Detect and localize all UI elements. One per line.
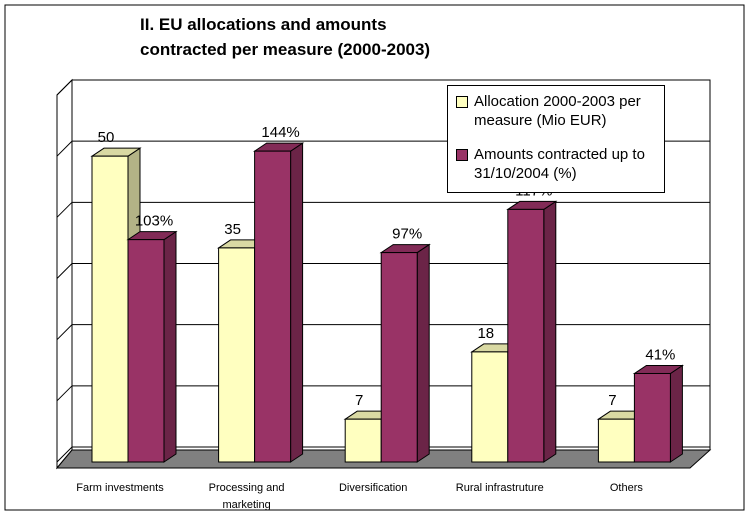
legend: Allocation 2000-2003 per measure (Mio EU… [447, 85, 665, 193]
legend-label: Amounts contracted up to 31/10/2004 (%) [474, 146, 645, 182]
grid-line [56, 79, 710, 96]
chart-title: II. EU allocations and amounts contracte… [140, 15, 431, 59]
x-tick-label: Farm investments [76, 482, 164, 494]
x-tick-label: Diversification [338, 482, 408, 494]
bar-side [290, 142, 304, 463]
value-label: 7 [355, 392, 363, 409]
x-tick-label: Others [609, 482, 643, 494]
value-label: 103% [135, 213, 173, 230]
legend-entry: Amounts contracted up to 31/10/2004 (%) [456, 145, 660, 183]
value-label: 35 [224, 221, 241, 238]
bar-front [254, 150, 292, 463]
bar-front [380, 252, 418, 463]
x-tick-label: Rural infrastruture [455, 482, 544, 494]
bar-side [543, 200, 557, 463]
bar-side [669, 364, 683, 463]
value-label: 18 [477, 325, 494, 342]
side-wall [56, 78, 73, 470]
bar [126, 230, 178, 463]
legend-label: Allocation 2000-2003 per measure (Mio EU… [474, 93, 641, 129]
value-label: 7 [608, 392, 616, 409]
bar-front [344, 418, 382, 463]
value-label: 97% [392, 226, 422, 243]
legend-swatch [456, 96, 468, 108]
bar-side [163, 230, 177, 463]
grid-line [56, 201, 710, 218]
bar-front [597, 418, 635, 463]
grid-line [56, 263, 710, 279]
bar-front [507, 208, 545, 463]
bar-front [218, 247, 256, 463]
bar-front [633, 372, 671, 463]
bar [379, 243, 431, 463]
bar [632, 364, 685, 463]
value-label: 144% [261, 124, 299, 141]
bar-side [416, 243, 430, 463]
bar [252, 142, 305, 463]
bar-front [127, 239, 165, 463]
legend-swatch [456, 149, 468, 161]
bar-front [91, 155, 129, 463]
grid-line [56, 324, 710, 341]
x-tick-label: Processing and marketing [208, 482, 285, 511]
value-label: 41% [645, 346, 675, 363]
value-label: 50 [98, 129, 115, 146]
bar-front [471, 351, 509, 463]
bar [506, 200, 558, 463]
legend-entry: Allocation 2000-2003 per measure (Mio EU… [456, 92, 660, 130]
